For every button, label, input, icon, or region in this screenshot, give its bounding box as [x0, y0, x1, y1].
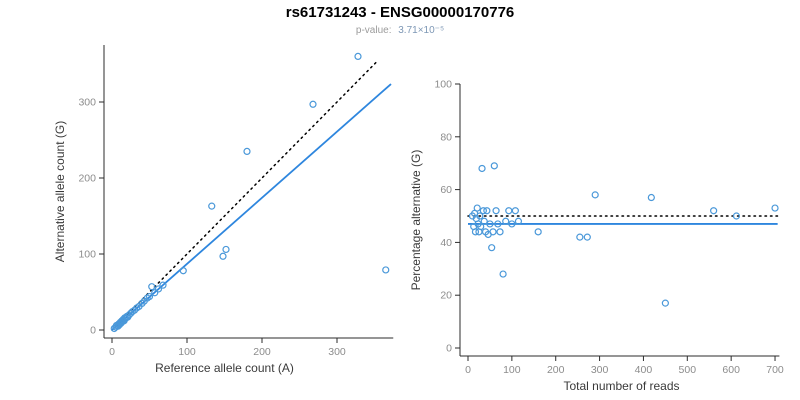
- data-point: [138, 299, 146, 307]
- data-point: [505, 207, 513, 215]
- p-value-label: p-value:: [356, 25, 392, 36]
- x-tick-label: 0: [109, 346, 115, 358]
- x-tick-label: 100: [178, 346, 196, 358]
- data-point: [208, 202, 216, 210]
- data-point: [219, 252, 227, 260]
- data-point: [243, 147, 251, 155]
- y-tick-label: 200: [78, 173, 96, 185]
- data-point: [514, 217, 523, 225]
- data-point: [382, 266, 390, 274]
- data-point: [159, 281, 167, 289]
- data-point: [309, 100, 317, 108]
- data-point: [130, 306, 139, 314]
- data-point: [478, 164, 486, 173]
- figure-subtitle: p-value: 3.71×10⁻⁵: [356, 25, 444, 36]
- data-point: [471, 228, 480, 236]
- x-tick-label: 200: [547, 364, 565, 376]
- data-point: [151, 289, 159, 297]
- chart-percentage-reads: 0 100 200 300 400 500 600 700 0 20 40 60 80 100 Total …: [409, 79, 784, 394]
- p-value: 3.71×10⁻⁵: [398, 25, 444, 36]
- data-point: [480, 217, 488, 225]
- y-tick-label: 0: [90, 325, 96, 337]
- x-axis-title: Total number of reads: [563, 379, 679, 393]
- y-axis-title: Percentage alternative (G): [409, 150, 423, 291]
- data-point: [661, 299, 669, 307]
- data-point: [489, 228, 497, 236]
- y-tick-label: 0: [446, 343, 452, 355]
- x-tick-label: 700: [766, 364, 784, 376]
- y-axis-title: Alternative allele count (G): [53, 121, 67, 262]
- figure-title: rs61731243 - ENSG00000170776: [286, 4, 515, 21]
- data-point: [477, 222, 485, 231]
- data-point: [499, 270, 507, 278]
- data-point: [647, 193, 655, 202]
- data-point: [145, 292, 154, 301]
- x-tick-label: 400: [635, 364, 653, 376]
- y-tick-label: 60: [440, 184, 452, 196]
- data-point: [354, 52, 362, 61]
- data-point: [492, 207, 500, 215]
- data-point: [476, 212, 484, 220]
- data-point: [148, 283, 156, 291]
- x-tick-label: 200: [253, 346, 271, 358]
- data-point: [494, 220, 502, 228]
- x-tick-label: 0: [465, 364, 471, 376]
- data-point: [508, 220, 516, 228]
- data-point: [486, 220, 494, 228]
- y-tick-label: 80: [440, 131, 452, 143]
- y-tick-label: 300: [78, 97, 96, 109]
- data-point: [483, 207, 491, 215]
- data-point: [511, 207, 519, 215]
- regression-line: [111, 83, 392, 331]
- x-tick-label: 300: [328, 346, 346, 358]
- x-axis-title: Reference allele count (A): [155, 361, 294, 375]
- data-point: [502, 217, 510, 225]
- data-point: [583, 233, 591, 241]
- x-tick-label: 100: [503, 364, 521, 376]
- data-point: [222, 245, 230, 254]
- data-point: [732, 212, 741, 220]
- data-point: [496, 228, 504, 236]
- data-point: [479, 207, 487, 215]
- x-tick-label: 300: [591, 364, 609, 376]
- data-point: [154, 285, 163, 293]
- data-point: [490, 162, 498, 170]
- x-tick-label: 500: [679, 364, 697, 376]
- data-point: [179, 267, 187, 275]
- data-point: [771, 204, 779, 212]
- data-point: [473, 204, 481, 212]
- x-tick-label: 600: [722, 364, 740, 376]
- data-point: [710, 207, 718, 215]
- y-tick-label: 40: [440, 237, 452, 249]
- data-point: [488, 244, 496, 252]
- chart-allele-counts: 0 100 200 300 0 100 200 300 Reference allele cou…: [53, 45, 394, 375]
- data-point: [534, 228, 542, 236]
- y-tick-label: 100: [78, 249, 96, 261]
- identity-line: [111, 61, 377, 331]
- data-point: [576, 233, 584, 241]
- y-tick-label: 20: [440, 290, 452, 302]
- y-tick-label: 100: [434, 79, 452, 91]
- data-point: [591, 191, 599, 199]
